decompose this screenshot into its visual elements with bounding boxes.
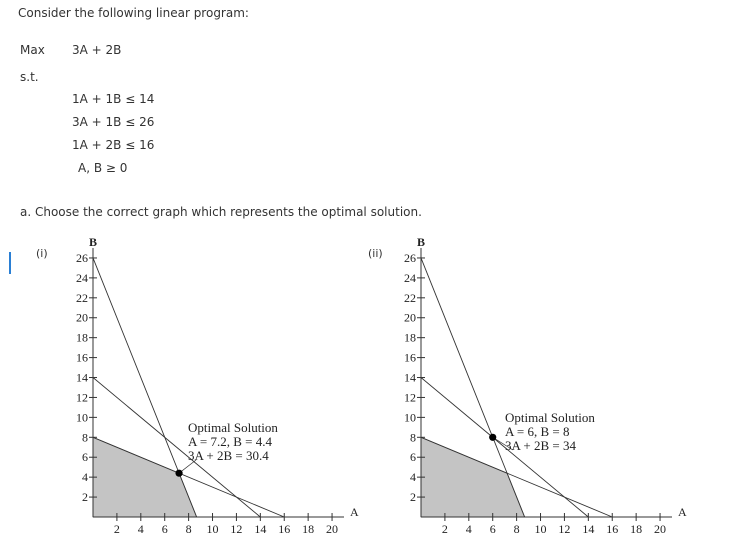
y-tick-label: 2 bbox=[82, 490, 88, 504]
constraint-line bbox=[420, 436, 613, 518]
x-tick-label: 14 bbox=[254, 522, 266, 536]
constraint-line bbox=[420, 257, 526, 518]
y-tick-label: 24 bbox=[404, 271, 416, 285]
y-tick-label: 26 bbox=[76, 251, 88, 265]
annotation-connector bbox=[492, 436, 514, 451]
constraint: 3A + 1B ≤ 26 bbox=[72, 115, 155, 129]
constraint: 1A + 2B ≤ 16 bbox=[72, 138, 155, 152]
x-tick-label: 16 bbox=[278, 522, 290, 536]
x-tick-label: 10 bbox=[207, 522, 219, 536]
y-tick-label: 8 bbox=[410, 430, 416, 444]
constraint-line bbox=[420, 377, 589, 518]
x-tick-label: 4 bbox=[466, 522, 472, 536]
y-tick-label: 12 bbox=[404, 390, 416, 404]
x-tick-label: 12 bbox=[558, 522, 570, 536]
annotation: 3A + 2B = 30.4 bbox=[188, 448, 269, 463]
x-tick-label: 20 bbox=[654, 522, 666, 536]
y-tick-label: 6 bbox=[410, 450, 416, 464]
y-tick-label: 10 bbox=[76, 410, 88, 424]
x-tick-label: 20 bbox=[326, 522, 338, 536]
panel-label: (i) bbox=[36, 247, 48, 260]
y-axis-label: B bbox=[89, 235, 97, 249]
x-axis-label: A bbox=[350, 505, 359, 519]
y-axis-label: B bbox=[417, 235, 425, 249]
question: a. Choose the correct graph which repres… bbox=[20, 205, 422, 219]
constraint-line bbox=[92, 436, 285, 518]
y-tick-label: 22 bbox=[76, 291, 88, 305]
x-tick-label: 8 bbox=[514, 522, 520, 536]
y-tick-label: 16 bbox=[76, 351, 88, 365]
x-tick-label: 6 bbox=[162, 522, 168, 536]
cursor-marker bbox=[9, 252, 11, 274]
x-tick-label: 4 bbox=[138, 522, 144, 536]
x-tick-label: 6 bbox=[490, 522, 496, 536]
y-tick-label: 14 bbox=[76, 371, 88, 385]
annotation: 3A + 2B = 34 bbox=[505, 438, 577, 453]
annotation: A = 6, B = 8 bbox=[505, 424, 570, 439]
constraint-line bbox=[92, 377, 261, 518]
x-tick-label: 2 bbox=[442, 522, 448, 536]
y-tick-label: 12 bbox=[76, 390, 88, 404]
optimal-point bbox=[489, 433, 497, 441]
x-tick-label: 12 bbox=[230, 522, 242, 536]
annotation: Optimal Solution bbox=[188, 420, 278, 435]
y-tick-label: 18 bbox=[76, 331, 88, 345]
y-tick-label: 8 bbox=[82, 430, 88, 444]
annotation: Optimal Solution bbox=[505, 410, 595, 425]
x-tick-label: 10 bbox=[535, 522, 547, 536]
y-tick-label: 20 bbox=[404, 311, 416, 325]
x-tick-label: 8 bbox=[186, 522, 192, 536]
x-tick-label: 18 bbox=[630, 522, 642, 536]
x-axis-label: A bbox=[678, 505, 687, 519]
x-tick-label: 14 bbox=[582, 522, 594, 536]
y-tick-label: 16 bbox=[404, 351, 416, 365]
subject-to: s.t. bbox=[20, 70, 39, 84]
x-tick-label: 16 bbox=[606, 522, 618, 536]
y-tick-label: 6 bbox=[82, 450, 88, 464]
optimal-point bbox=[175, 469, 183, 477]
x-tick-label: 18 bbox=[302, 522, 314, 536]
y-tick-label: 18 bbox=[404, 331, 416, 345]
y-tick-label: 10 bbox=[404, 410, 416, 424]
annotation: A = 7.2, B = 4.4 bbox=[188, 434, 273, 449]
y-tick-label: 4 bbox=[410, 470, 416, 484]
y-tick-label: 26 bbox=[404, 251, 416, 265]
intro: Consider the following linear program: bbox=[18, 6, 249, 20]
constraint: A, B ≥ 0 bbox=[78, 161, 128, 175]
y-tick-label: 2 bbox=[410, 490, 416, 504]
x-tick-label: 2 bbox=[114, 522, 120, 536]
objective: 3A + 2B bbox=[72, 43, 122, 57]
y-tick-label: 14 bbox=[404, 371, 416, 385]
objective-label: Max bbox=[20, 43, 45, 57]
constraint: 1A + 1B ≤ 14 bbox=[72, 92, 155, 106]
y-tick-label: 4 bbox=[82, 470, 88, 484]
y-tick-label: 20 bbox=[76, 311, 88, 325]
y-tick-label: 24 bbox=[76, 271, 88, 285]
panel-label: (ii) bbox=[368, 247, 383, 260]
y-tick-label: 22 bbox=[404, 291, 416, 305]
